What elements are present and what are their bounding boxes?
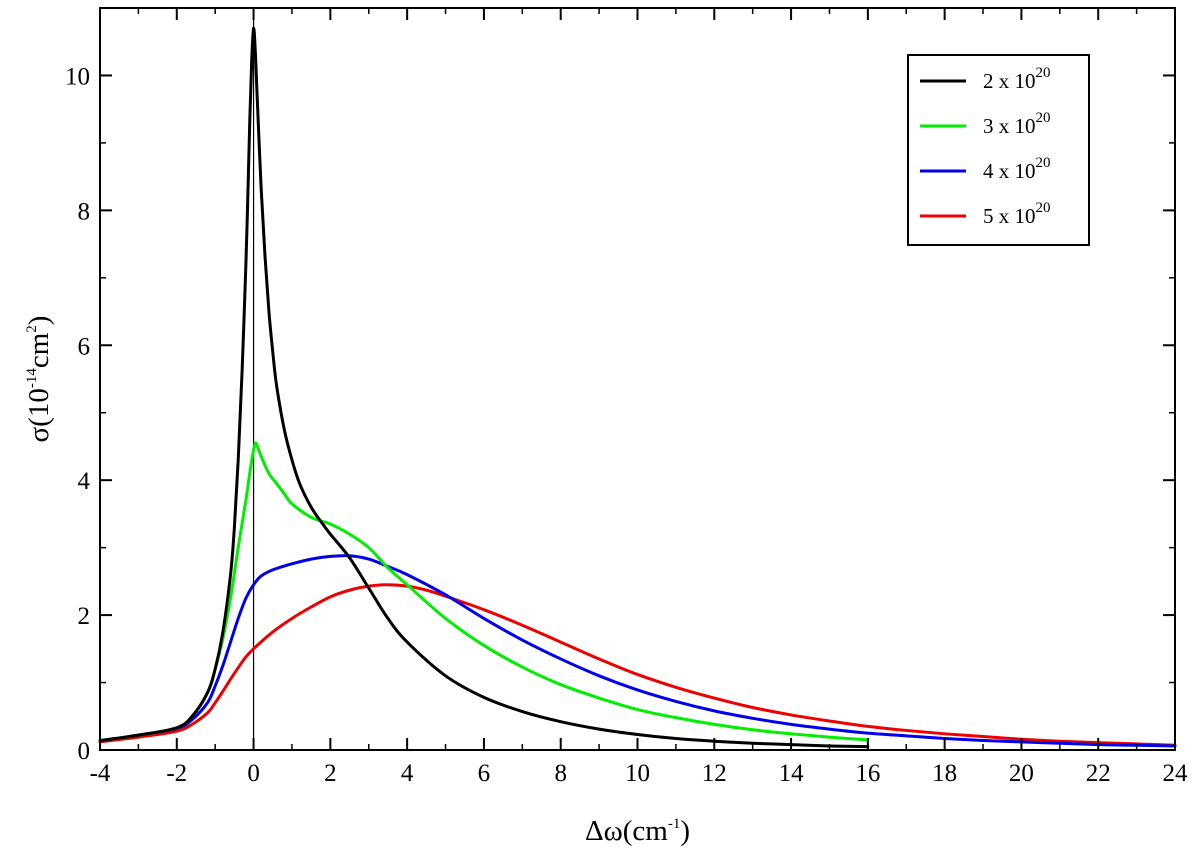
x-tick-label: 6 — [478, 760, 491, 787]
legend-box — [907, 54, 1090, 246]
x-tick-label: 22 — [1086, 760, 1111, 787]
x-tick-label: 14 — [779, 760, 805, 787]
y-tick-label: 4 — [78, 468, 91, 495]
x-tick-label: -4 — [90, 760, 111, 787]
series-line-1 — [98, 26, 870, 749]
legend-entry-3: 4 x 1020 — [983, 155, 1051, 183]
x-tick-label: 2 — [324, 760, 337, 787]
series-layer — [98, 26, 1177, 749]
x-tick-label: 16 — [855, 760, 880, 787]
x-tick-label: 18 — [932, 760, 957, 787]
y-tick-label: 10 — [65, 63, 90, 90]
x-tick-label: 20 — [1009, 760, 1034, 787]
plot-frame — [99, 7, 1176, 751]
y-tick-label: 0 — [78, 738, 91, 765]
x-tick-label: 0 — [247, 760, 260, 787]
y-axis-label: σ(10-14cm2) — [23, 316, 55, 443]
y-tick-label: 8 — [78, 198, 91, 225]
x-tick-label: 10 — [625, 760, 650, 787]
x-axis-label-sup: -1 — [668, 816, 681, 832]
x-tick-label: 8 — [554, 760, 567, 787]
x-tick-label: 12 — [702, 760, 727, 787]
y-tick-label: 2 — [78, 603, 91, 630]
series-line-3 — [98, 554, 1177, 748]
x-axis-label: Δω(cm-1) — [585, 815, 690, 847]
x-tick-label: 24 — [1163, 760, 1189, 787]
x-tick-label: 4 — [401, 760, 414, 787]
series-line-4 — [98, 583, 1177, 747]
x-tick-label: -2 — [166, 760, 187, 787]
y-tick-label: 6 — [78, 333, 91, 360]
